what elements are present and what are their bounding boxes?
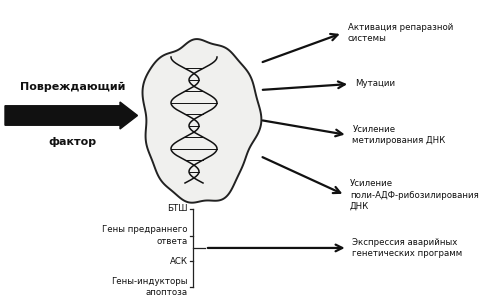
- Text: Экспрессия аварийных
генетических программ: Экспрессия аварийных генетических програ…: [352, 238, 463, 258]
- Text: Гены предраннего
ответа: Гены предраннего ответа: [102, 226, 188, 245]
- Text: Мутации: Мутации: [355, 80, 395, 88]
- Text: фактор: фактор: [48, 136, 96, 146]
- Text: Усиление
поли-АДФ-рибозилирования
ДНК: Усиление поли-АДФ-рибозилирования ДНК: [350, 179, 479, 211]
- FancyArrow shape: [5, 102, 138, 129]
- Text: Усиление
метилирования ДНК: Усиление метилирования ДНК: [352, 125, 446, 145]
- Polygon shape: [142, 39, 262, 203]
- Text: Активация репаразной
системы: Активация репаразной системы: [348, 23, 453, 43]
- Text: АСК: АСК: [170, 256, 188, 266]
- Text: Повреждающий: Повреждающий: [20, 81, 125, 92]
- Text: БТШ: БТШ: [167, 204, 188, 213]
- Text: Гены-индукторы
апоптоза: Гены-индукторы апоптоза: [111, 277, 188, 298]
